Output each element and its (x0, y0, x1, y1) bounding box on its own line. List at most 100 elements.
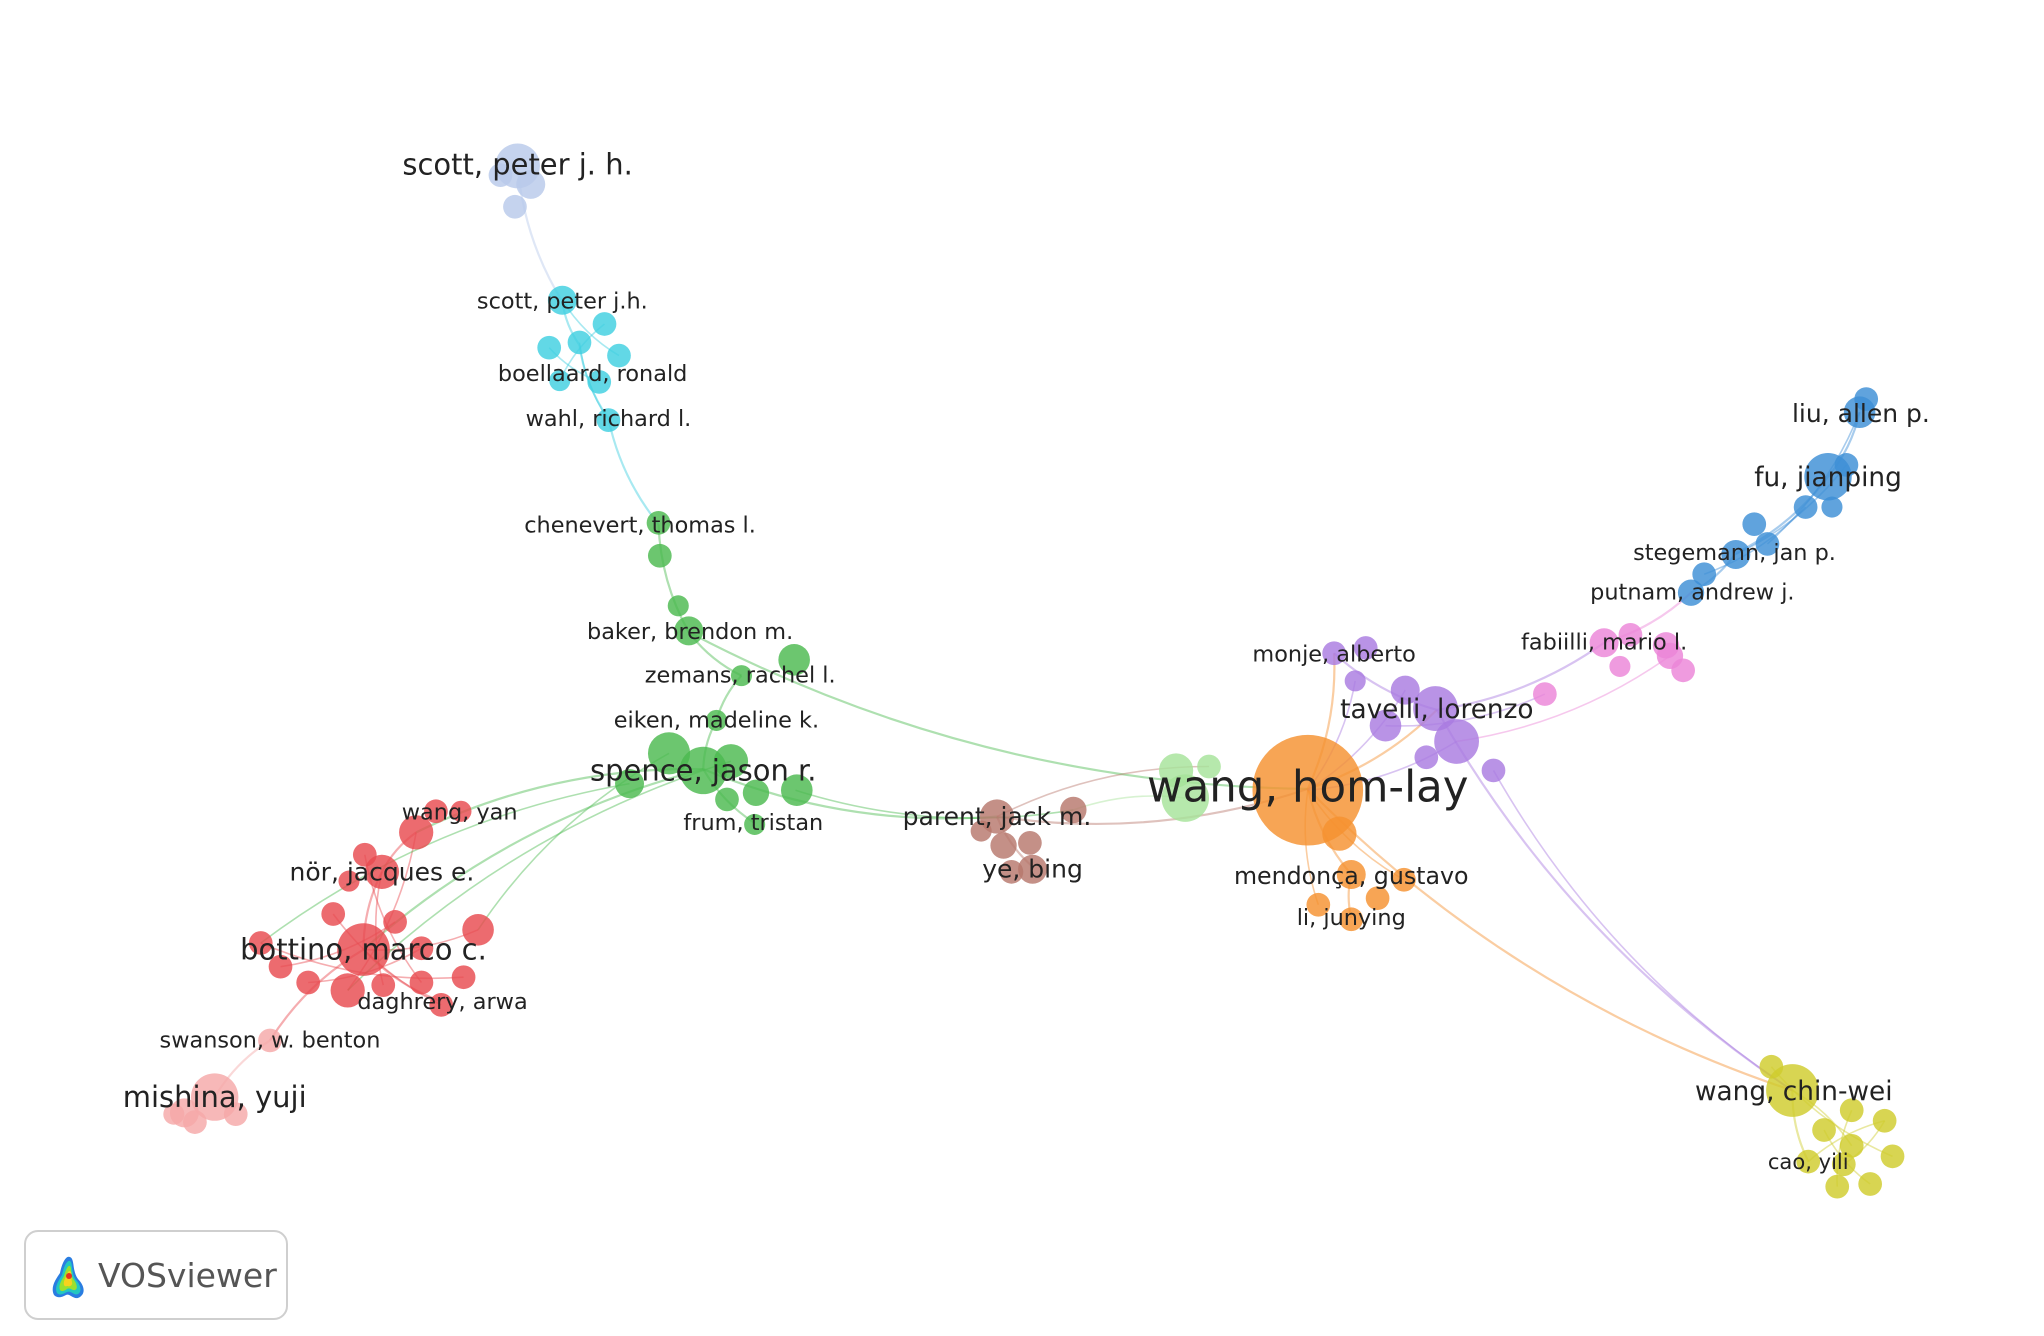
author-label-wahl-richard-l[interactable]: wahl, richard l. (526, 406, 692, 432)
purple-cluster-node[interactable] (1390, 675, 1420, 705)
red-cluster-node[interactable] (450, 800, 472, 822)
yellow-cluster-node[interactable] (1812, 1118, 1836, 1142)
red-cluster-node[interactable] (296, 970, 321, 995)
purple-cluster-node[interactable] (1353, 636, 1378, 660)
blue-cluster-node[interactable] (1692, 562, 1717, 587)
yellow-cluster-node[interactable] (1825, 1174, 1850, 1199)
red-cluster-node[interactable] (248, 931, 273, 955)
yellow-cluster-node[interactable] (1880, 1144, 1905, 1169)
author-label-chenevert-thomas-l[interactable]: chenevert, thomas l. (524, 512, 756, 538)
author-label-zemans-rachel-l[interactable]: zemans, rachel l. (645, 663, 836, 689)
blue-cluster-node[interactable] (1834, 453, 1859, 477)
green-cluster-node[interactable] (780, 774, 813, 807)
author-label-wang-hom-lay[interactable]: wang, hom-lay (1147, 763, 1468, 813)
pink-cluster-node[interactable] (1671, 658, 1695, 683)
light-red-cluster-node[interactable] (258, 1028, 282, 1053)
red-cluster-node[interactable] (409, 970, 434, 995)
red-cluster-node[interactable] (409, 936, 434, 961)
orange-cluster-node[interactable] (1365, 886, 1390, 911)
brown-cluster-node[interactable] (999, 860, 1024, 884)
cyan-cluster-node[interactable] (567, 330, 592, 355)
author-label-li-junying[interactable]: li, junying (1297, 905, 1406, 931)
author-label-ye-bing[interactable]: ye, bing (982, 855, 1083, 884)
purple-cluster-node[interactable] (1344, 670, 1366, 692)
red-cluster-node[interactable] (268, 954, 293, 979)
green-cluster-node[interactable] (615, 769, 645, 799)
cyan-cluster-node[interactable] (587, 370, 612, 394)
purple-cluster-node[interactable] (1481, 758, 1506, 783)
light-blue-cluster-node[interactable] (503, 194, 527, 219)
red-cluster-node[interactable] (383, 910, 407, 934)
author-label-spence-jason-r[interactable]: spence, jason r. (590, 753, 816, 787)
yellow-cluster-node[interactable] (1839, 1133, 1864, 1158)
red-cluster-node[interactable] (337, 923, 390, 976)
blue-cluster-node[interactable] (1677, 579, 1705, 606)
author-label-cao-yili[interactable]: cao, yili (1768, 1149, 1849, 1174)
red-cluster-node[interactable] (364, 854, 400, 889)
brown-cluster-node[interactable] (990, 832, 1017, 859)
author-label-mishina-yuji[interactable]: mishina, yuji (123, 1080, 307, 1114)
red-cluster-node[interactable] (338, 870, 360, 892)
light-blue-cluster-node[interactable] (488, 163, 513, 188)
red-cluster-node[interactable] (424, 799, 448, 824)
author-label-swanson-w-benton[interactable]: swanson, w. benton (160, 1027, 381, 1053)
author-label-scott-peter-j-h[interactable]: scott, peter j. h. (402, 148, 632, 182)
author-label-monje-alberto[interactable]: monje, alberto (1252, 642, 1415, 668)
author-label-wang-yan[interactable]: wang, yan (402, 800, 518, 826)
cyan-cluster-node[interactable] (607, 343, 631, 368)
green-cluster-node[interactable] (646, 511, 671, 535)
author-label-frum-tristan[interactable]: frum, tristan (683, 810, 823, 836)
light-red-cluster-node[interactable] (163, 1103, 185, 1125)
light-green-cluster-node[interactable] (1161, 774, 1210, 822)
author-label-fabiilli-mario-l[interactable]: fabiilli, mario l. (1521, 630, 1687, 656)
brown-cluster-node[interactable] (1060, 796, 1087, 824)
light-green-cluster-node[interactable] (1197, 754, 1221, 779)
cyan-cluster-node[interactable] (549, 370, 571, 392)
author-label-nor-jacques-e[interactable]: nör, jacques e. (290, 857, 475, 886)
purple-cluster-node[interactable] (1414, 745, 1439, 770)
author-label-eiken-madeline-k[interactable]: eiken, madeline k. (614, 707, 819, 733)
blue-cluster-node[interactable] (1821, 496, 1843, 518)
light-red-cluster-node[interactable] (183, 1110, 207, 1134)
orange-cluster-node[interactable] (1306, 892, 1331, 917)
green-cluster-node[interactable] (730, 665, 753, 687)
red-cluster-node[interactable] (371, 973, 396, 997)
author-label-fu-jianping[interactable]: fu, jianping (1754, 463, 1902, 493)
author-label-mendonca-gustavo[interactable]: mendonça, gustavo (1234, 862, 1469, 890)
purple-cluster-node[interactable] (1322, 641, 1346, 666)
author-label-daghrery-arwa[interactable]: daghrery, arwa (357, 989, 527, 1015)
orange-cluster-node[interactable] (1392, 867, 1416, 892)
author-label-stegemann-jan-p[interactable]: stegemann, jan p. (1633, 540, 1836, 566)
orange-cluster-node[interactable] (1336, 860, 1366, 889)
brown-cluster-node[interactable] (970, 820, 992, 842)
red-cluster-node[interactable] (462, 914, 494, 946)
yellow-cluster-node[interactable] (1858, 1172, 1883, 1196)
cyan-cluster-node[interactable] (596, 408, 621, 432)
pink-cluster-node[interactable] (1609, 655, 1631, 677)
green-cluster-node[interactable] (705, 709, 727, 731)
blue-cluster-node[interactable] (1793, 495, 1818, 519)
green-cluster-node[interactable] (713, 744, 749, 779)
purple-cluster-node[interactable] (1369, 709, 1402, 742)
green-cluster-node[interactable] (647, 732, 691, 775)
blue-cluster-node[interactable] (1742, 512, 1767, 537)
red-cluster-node[interactable] (330, 973, 365, 1008)
author-label-wang-chin-wei[interactable]: wang, chin-wei (1695, 1077, 1893, 1107)
yellow-cluster-node[interactable] (1766, 1064, 1819, 1117)
green-cluster-node[interactable] (715, 787, 739, 812)
author-label-parent-jack-m[interactable]: parent, jack m. (903, 802, 1092, 831)
purple-cluster-node[interactable] (1413, 686, 1458, 731)
green-cluster-node[interactable] (744, 813, 766, 835)
author-label-putnam-andrew-j[interactable]: putnam, andrew j. (1590, 580, 1794, 606)
brown-cluster-node[interactable] (1018, 831, 1042, 855)
red-cluster-node[interactable] (451, 965, 476, 990)
author-label-baker-brendon-m[interactable]: baker, brendon m. (587, 619, 793, 645)
red-cluster-node[interactable] (399, 815, 434, 850)
brown-cluster-node[interactable] (1018, 854, 1048, 884)
purple-cluster-node[interactable] (1434, 719, 1480, 764)
blue-cluster-node[interactable] (1854, 387, 1879, 411)
author-label-boellaard-ronald[interactable]: boellaard, ronald (498, 361, 687, 387)
red-cluster-node[interactable] (321, 902, 346, 926)
cyan-cluster-node[interactable] (537, 335, 562, 360)
green-cluster-node[interactable] (778, 644, 810, 676)
